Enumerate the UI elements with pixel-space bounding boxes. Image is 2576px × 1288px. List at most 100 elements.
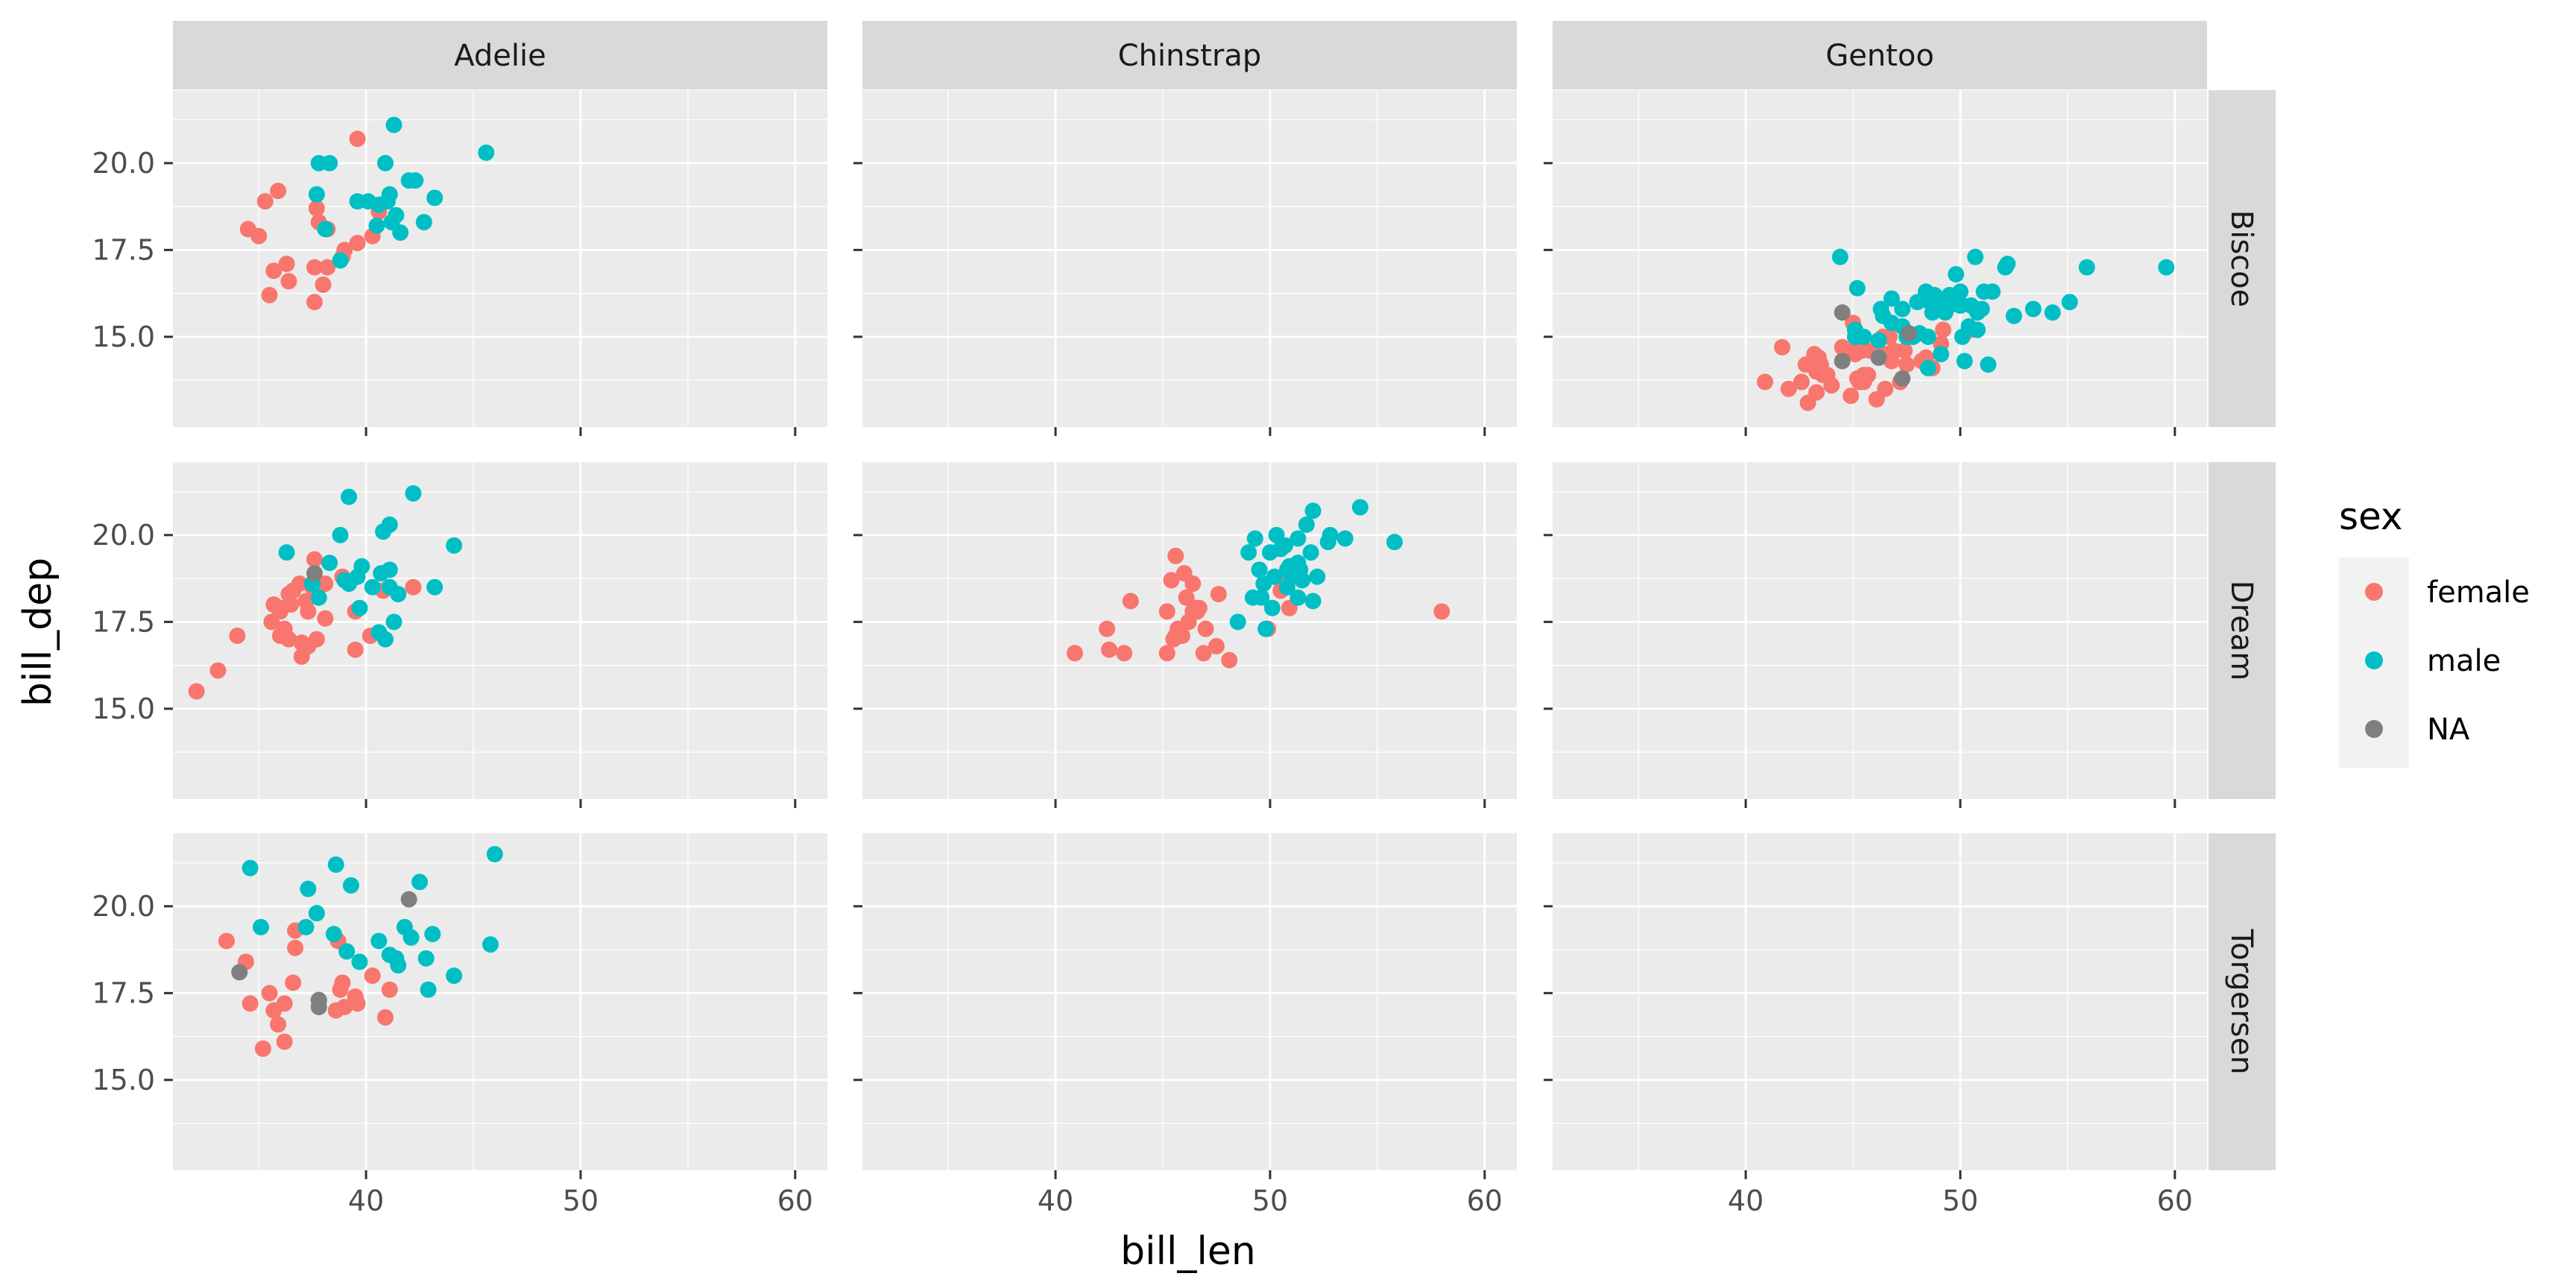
data-point-female	[1433, 603, 1450, 620]
legend-label-na: NA	[2427, 713, 2470, 747]
panel-gentoo-dream	[1553, 462, 2207, 799]
data-point-female	[1877, 380, 1894, 397]
panel-background	[1553, 462, 2207, 799]
legend-key-na	[2365, 720, 2383, 738]
x-tick-label: 50	[1942, 1184, 1978, 1217]
data-point-female	[188, 683, 205, 700]
strip-label-dream: Dream	[2224, 581, 2258, 681]
data-point-male	[370, 624, 388, 641]
data-point-female	[381, 981, 398, 998]
y-tick-label: 15.0	[92, 1064, 155, 1096]
data-point-male	[308, 905, 325, 922]
data-point-male	[1304, 593, 1322, 610]
strip-label-torgersen: Torgersen	[2224, 928, 2258, 1074]
data-point-male	[385, 116, 402, 133]
data-point-female	[280, 273, 297, 290]
data-point-female	[218, 932, 235, 950]
strip-label-adelie: Adelie	[454, 39, 546, 73]
strip-col-adelie	[173, 21, 827, 89]
data-point-male	[381, 186, 398, 203]
data-point-female	[1116, 645, 1133, 662]
data-point-female	[1774, 338, 1791, 356]
data-point-male	[1948, 265, 1965, 282]
data-point-female	[1808, 363, 1825, 380]
data-point-female	[1101, 641, 1118, 658]
data-point-male	[351, 599, 368, 616]
data-point-na	[1870, 349, 1887, 366]
data-point-female	[265, 596, 282, 613]
data-point-male	[385, 613, 402, 631]
data-point-female	[376, 1008, 394, 1026]
strip-label-chinstrap: Chinstrap	[1118, 39, 1262, 73]
x-tick-label: 60	[777, 1184, 813, 1217]
data-point-female	[1197, 620, 1214, 637]
y-tick-label: 17.5	[92, 233, 155, 266]
data-point-female	[271, 627, 288, 644]
data-point-female	[270, 1016, 287, 1033]
data-point-male	[1292, 561, 1309, 578]
data-point-female	[1780, 380, 1797, 397]
data-point-male	[1973, 300, 1990, 318]
data-point-male	[426, 578, 443, 596]
data-point-female	[364, 967, 381, 985]
data-point-male	[405, 484, 422, 502]
panel-adelie-torgersen	[173, 833, 827, 1170]
data-point-female	[261, 985, 278, 1002]
data-point-female	[242, 995, 259, 1012]
x-tick-label: 50	[1252, 1184, 1288, 1217]
data-point-male	[1263, 599, 1281, 616]
data-point-male	[376, 154, 394, 171]
panel-background	[1553, 90, 2207, 427]
data-point-male	[2158, 259, 2175, 276]
data-point-male	[297, 918, 315, 935]
points-adelie-biscoe	[239, 116, 495, 311]
data-point-male	[1909, 294, 1926, 311]
data-point-female	[1099, 620, 1116, 637]
data-point-female	[306, 259, 323, 276]
data-point-male	[381, 947, 398, 964]
y-tick-label: 20.0	[92, 519, 155, 552]
data-point-male	[325, 926, 342, 943]
strip-label-biscoe: Biscoe	[2224, 210, 2258, 307]
data-point-male	[420, 981, 437, 998]
data-point-female	[285, 974, 302, 991]
data-point-female	[300, 603, 317, 620]
legend-key-female	[2365, 583, 2383, 601]
data-point-male	[1278, 561, 1295, 578]
points-gentoo-biscoe	[1756, 248, 2175, 411]
panel-chinstrap-biscoe	[862, 90, 1517, 427]
data-point-male	[390, 586, 407, 603]
data-point-male	[1257, 620, 1275, 637]
data-point-female	[261, 286, 278, 303]
data-point-male	[1831, 248, 1849, 265]
data-point-male	[446, 537, 463, 554]
panel-background	[862, 90, 1517, 427]
data-point-male	[1240, 544, 1257, 561]
panel-adelie-dream	[173, 462, 827, 799]
data-point-male	[1266, 568, 1283, 585]
data-point-male	[381, 516, 398, 533]
x-tick-label: 60	[2157, 1184, 2193, 1217]
data-point-female	[317, 575, 334, 593]
data-point-female	[1158, 645, 1175, 662]
panel-background	[862, 462, 1517, 799]
data-point-female	[349, 235, 366, 252]
data-point-na	[1834, 304, 1851, 321]
data-point-male	[1883, 290, 1900, 307]
data-point-male	[1926, 286, 1943, 303]
data-point-male	[1870, 332, 1887, 349]
data-point-na	[1900, 325, 1917, 342]
data-point-male	[1883, 315, 1900, 332]
facet-strips: Adelie Chinstrap Gentoo Biscoe Dream Torgerse…	[173, 21, 2276, 1170]
data-point-female	[1195, 645, 1212, 662]
legend-label-male: male	[2427, 644, 2501, 678]
axes: 15.0 17.5 20.0 15.0 17.5 20.0 15.0 17.5 20.0 40 50…	[92, 147, 2193, 1217]
data-point-female	[1167, 627, 1184, 644]
data-point-female	[1898, 356, 1915, 373]
panel-background	[173, 462, 827, 799]
data-point-male	[2024, 300, 2042, 318]
data-point-male	[1924, 304, 1941, 321]
data-point-male	[2078, 259, 2095, 276]
data-point-female	[256, 193, 274, 210]
